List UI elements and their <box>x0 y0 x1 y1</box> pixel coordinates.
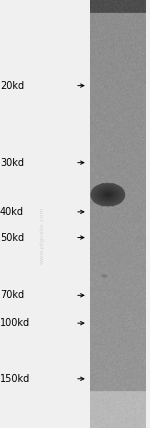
Text: 100kd: 100kd <box>0 318 30 328</box>
Text: 20kd: 20kd <box>0 80 24 91</box>
Text: 70kd: 70kd <box>0 290 24 300</box>
Text: 50kd: 50kd <box>0 232 24 243</box>
Text: 30kd: 30kd <box>0 158 24 168</box>
Text: 150kd: 150kd <box>0 374 30 384</box>
Text: 40kd: 40kd <box>0 207 24 217</box>
Text: www.ptgcabc.com: www.ptgcabc.com <box>39 207 45 264</box>
